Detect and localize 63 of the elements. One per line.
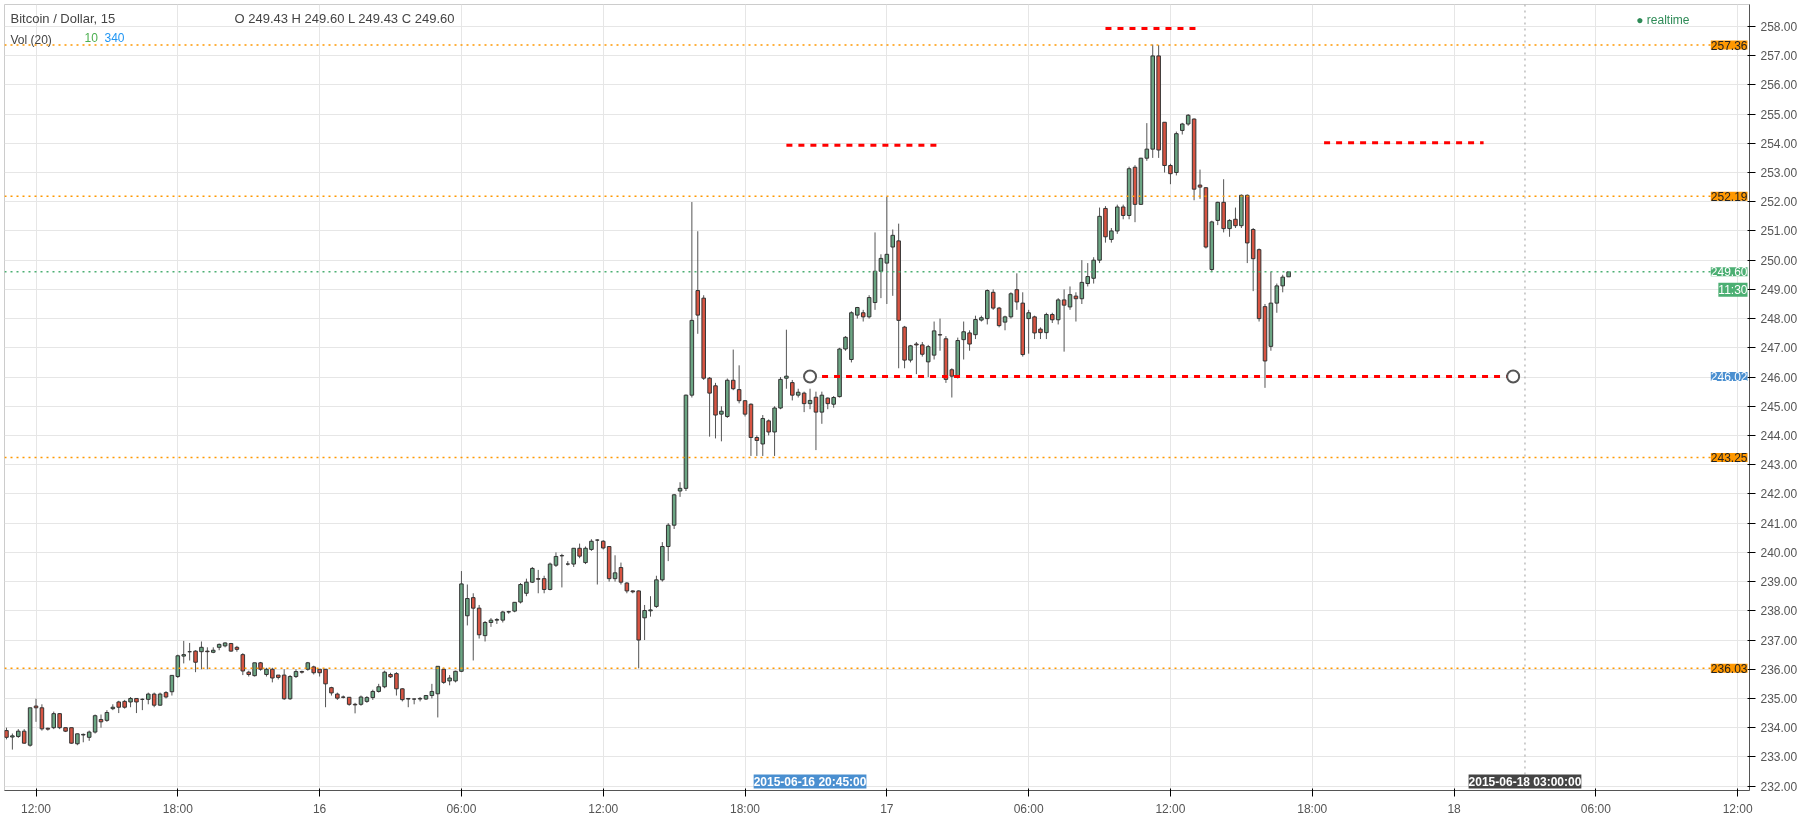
ref-line-label: 249.60 bbox=[1710, 265, 1748, 280]
candlestick bbox=[618, 562, 624, 585]
annotation: ● realtime bbox=[1636, 12, 1690, 27]
y-tick-label: 236.00 bbox=[1760, 662, 1798, 677]
annotation: Vol (20) bbox=[10, 32, 52, 47]
x-tick-label: 18 bbox=[1447, 801, 1462, 816]
y-tick-label: 237.00 bbox=[1760, 633, 1798, 648]
y-tick-label: 246.00 bbox=[1760, 370, 1798, 385]
annotation: 340 bbox=[104, 30, 125, 45]
y-tick-label: 244.00 bbox=[1760, 428, 1798, 443]
y-tick-label: 248.00 bbox=[1760, 312, 1798, 327]
y-tick-label: 258.00 bbox=[1760, 19, 1798, 34]
y-tick-label: 234.00 bbox=[1760, 721, 1798, 736]
text: Bitcoin / Dollar, 15 bbox=[10, 10, 116, 26]
ref-line-label: 2015-06-18 03:00:00 bbox=[1468, 774, 1582, 789]
y-tick-label: 233.00 bbox=[1760, 750, 1798, 765]
candlestick bbox=[33, 698, 39, 723]
annotation: 2015-06-16 20:45:00 bbox=[753, 774, 867, 789]
y-tick-label: 232.00 bbox=[1760, 779, 1798, 794]
y-tick-label: 249.00 bbox=[1760, 282, 1798, 297]
x-tick-label: 12:00 bbox=[588, 801, 619, 816]
y-tick-label: 245.00 bbox=[1760, 399, 1798, 414]
annotation: 11:30 bbox=[1718, 282, 1748, 297]
y-tick-label: 253.00 bbox=[1760, 166, 1798, 181]
x-tick-label: 18:00 bbox=[162, 801, 194, 816]
x-tick-label: 12:00 bbox=[1722, 801, 1754, 816]
y-tick-label: 254.00 bbox=[1760, 136, 1798, 151]
candlestick bbox=[559, 553, 565, 588]
y-tick-label: 256.00 bbox=[1760, 78, 1798, 93]
y-tick-label: 257.00 bbox=[1760, 49, 1798, 64]
y-tick-label: 255.00 bbox=[1760, 107, 1798, 122]
y-tick-label: 251.00 bbox=[1760, 224, 1798, 239]
x-tick-label: 18:00 bbox=[1297, 801, 1328, 816]
x-tick-label: 17 bbox=[880, 801, 894, 816]
x-tick-label: 16 bbox=[312, 801, 327, 816]
x-tick-label: 12:00 bbox=[1155, 801, 1186, 816]
x-tick-label: 06:00 bbox=[1013, 801, 1044, 816]
annotation: 10 bbox=[84, 30, 99, 45]
y-tick-label: 243.00 bbox=[1760, 458, 1798, 473]
x-tick-label: 18:00 bbox=[730, 801, 761, 816]
ref-line-label: 236.03 bbox=[1710, 661, 1748, 676]
y-tick-label: 238.00 bbox=[1760, 604, 1798, 619]
y-tick-label: 241.00 bbox=[1760, 516, 1798, 531]
annotation: 246.02 bbox=[1710, 369, 1748, 384]
x-tick-label: 06:00 bbox=[1580, 801, 1612, 816]
y-tick-label: 252.00 bbox=[1760, 195, 1798, 210]
candlestick bbox=[677, 481, 683, 498]
y-tick-label: 235.00 bbox=[1760, 691, 1798, 706]
ref-line-label: 257.36 bbox=[1710, 38, 1748, 53]
y-tick-label: 240.00 bbox=[1760, 545, 1798, 560]
candlestick bbox=[240, 652, 246, 676]
text: O 249.43 H 249.60 L 249.43 C 249.60 bbox=[234, 10, 455, 26]
x-tick-label: 06:00 bbox=[446, 801, 477, 816]
y-tick-label: 250.00 bbox=[1760, 253, 1798, 268]
candlestick bbox=[417, 696, 423, 702]
ref-line-label: 252.19 bbox=[1710, 189, 1748, 204]
y-tick-label: 247.00 bbox=[1760, 341, 1798, 356]
y-tick-label: 239.00 bbox=[1760, 575, 1798, 590]
candlestick bbox=[352, 702, 358, 714]
x-tick-label: 12:00 bbox=[21, 801, 52, 816]
ref-line-label: 243.25 bbox=[1710, 450, 1748, 465]
candlestick bbox=[784, 329, 789, 390]
y-tick-label: 242.00 bbox=[1760, 487, 1798, 502]
